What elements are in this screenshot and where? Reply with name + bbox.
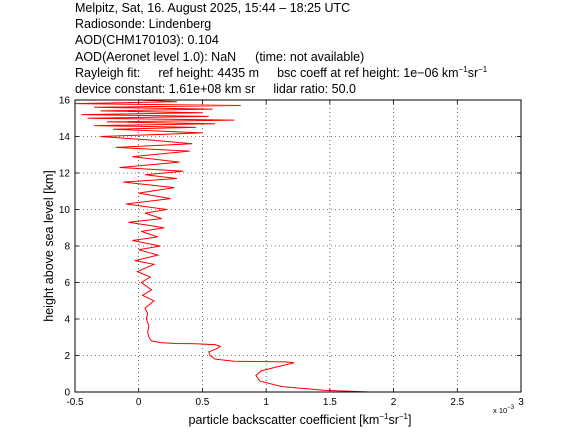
header-radiosonde: Radiosonde: Lindenberg — [75, 17, 212, 32]
y-tick-label: 10 — [59, 205, 71, 216]
y-tick-label: 14 — [59, 132, 71, 143]
y-tick-label: 8 — [64, 242, 70, 253]
x-axis-label: particle backscatter coefficient [km−1sr… — [189, 412, 412, 427]
x-tick-label: 1.5 — [323, 397, 337, 408]
plot-frame — [74, 99, 522, 393]
x-tick-label: 0 — [136, 397, 142, 408]
backscatter-profile-line — [74, 99, 371, 393]
header-aod-chm: AOD(CHM170103): 0.104 — [75, 33, 219, 48]
x-multiplier: x 10−3 — [493, 405, 515, 415]
header-aod-aeronet: AOD(Aeronet level 1.0): NaN (time: not a… — [75, 49, 575, 65]
x-tick-labels: -0.5 0 0.5 1 1.5 2 2.5 3 — [66, 397, 524, 408]
y-tick-label: 4 — [64, 315, 70, 326]
header-device-constant: device constant: 1.61e+08 km sr — [75, 81, 256, 96]
header-location-time: Melpitz, Sat, 16. August 2025, 15:44 – 1… — [75, 1, 351, 15]
header-ref-height: ref height: 4435 m — [158, 65, 260, 80]
x-tick-label: -0.5 — [66, 397, 84, 408]
header-rayleigh-fit: Rayleigh fit: ref height: 4435 m bsc coeff… — [75, 65, 575, 81]
header-rayleigh-label: Rayleigh fit: — [75, 65, 141, 80]
header-device: device constant: 1.61e+08 km sr lidar rat… — [75, 81, 575, 97]
x-tick-label: 3 — [518, 397, 524, 408]
y-tick-label: 0 — [64, 388, 70, 399]
x-tick-label: 0.5 — [195, 397, 209, 408]
y-tick-label: 2 — [64, 351, 70, 362]
grid-lines — [75, 100, 521, 392]
header-lidar-ratio: lidar ratio: 50.0 — [273, 81, 356, 96]
header-bsc-exp2: −1 — [478, 64, 488, 74]
plot-header: Melpitz, Sat, 16. August 2025, 15:44 – 1… — [75, 0, 575, 97]
y-tick-labels: 0 2 4 6 8 10 12 14 16 — [59, 96, 71, 399]
axis-ticks — [74, 99, 522, 393]
y-tick-label: 6 — [64, 278, 70, 289]
header-bsc-sr: sr — [467, 65, 479, 80]
header-bsc-coeff: bsc coeff at ref height: 1e−06 km — [277, 65, 459, 80]
x-tick-label: 2 — [391, 397, 397, 408]
y-tick-label: 12 — [59, 169, 71, 180]
header-aod-aeronet-value: AOD(Aeronet level 1.0): NaN — [75, 49, 237, 64]
y-tick-label: 16 — [59, 96, 71, 107]
header-aod-aeronet-time: (time: not available) — [255, 49, 365, 64]
x-tick-label: 2.5 — [450, 397, 464, 408]
y-axis-label: height above sea level [km] — [42, 170, 56, 321]
x-tick-label: 1 — [263, 397, 269, 408]
header-bsc-exp1: −1 — [458, 64, 468, 74]
